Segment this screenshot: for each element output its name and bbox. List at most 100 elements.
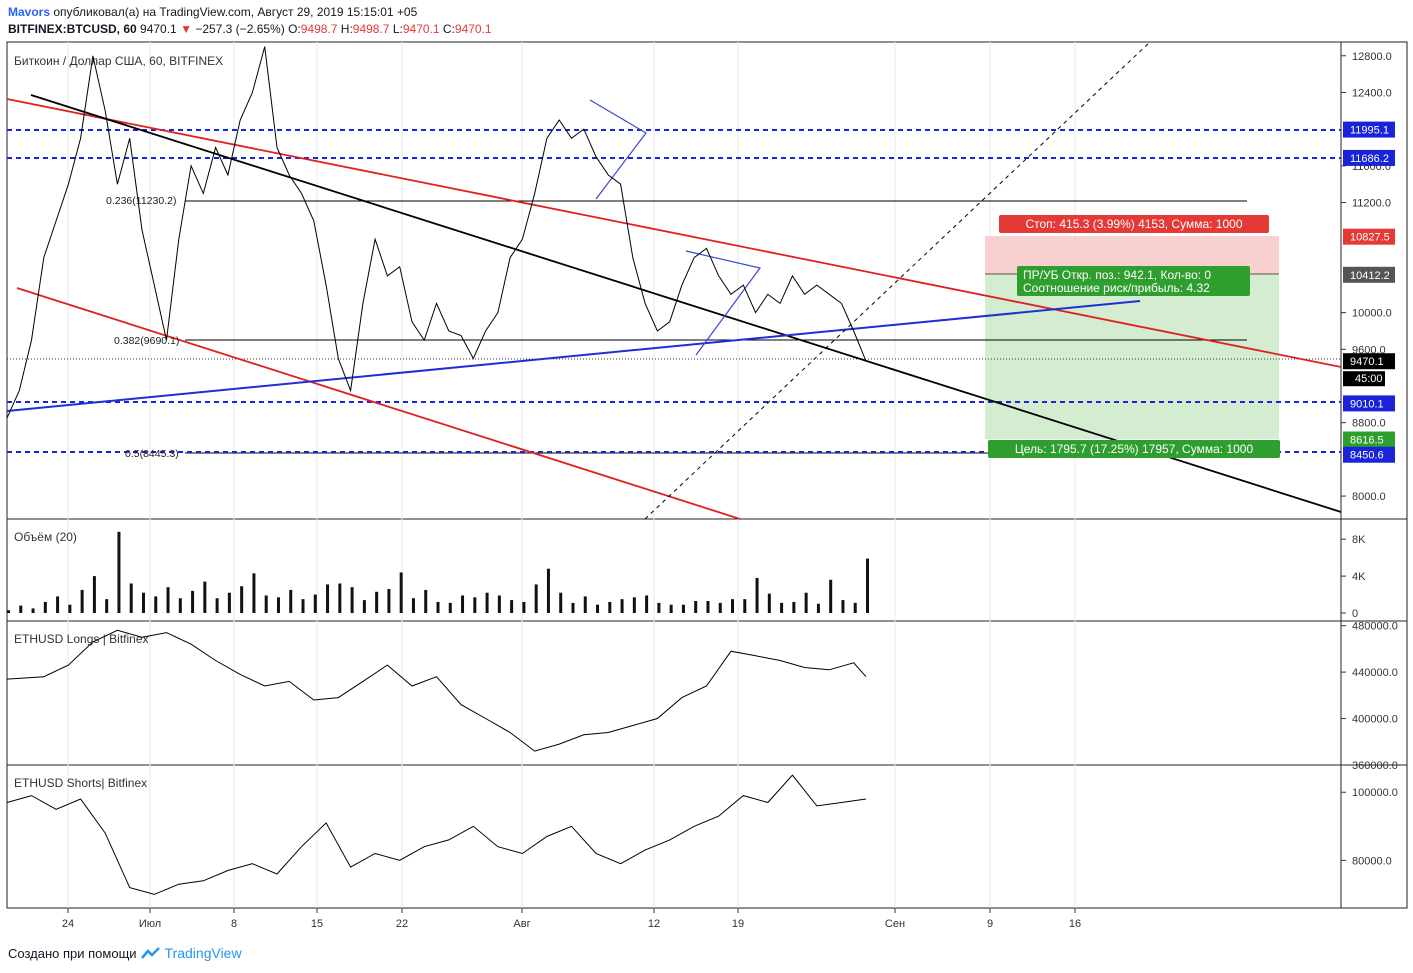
volume-bar — [620, 599, 624, 613]
volume-bar — [559, 592, 563, 613]
volume-bar — [694, 601, 698, 613]
price-tick-label: 11200.0 — [1352, 198, 1391, 210]
time-tick-label: Сен — [885, 918, 905, 930]
volume-bar — [350, 587, 354, 613]
dashed-trendline[interactable] — [644, 41, 1151, 520]
time-tick-label: 24 — [62, 918, 74, 930]
open-label: O: — [288, 22, 301, 36]
volume-bar — [375, 591, 379, 613]
volume-axis[interactable]: 8K 4K 0 — [1341, 534, 1366, 620]
volume-bar — [510, 600, 514, 613]
volume-bar — [473, 597, 477, 613]
shorts-pane-title: ETHUSD Shorts| Bitfinex — [14, 776, 147, 790]
high-value: 9498.7 — [352, 22, 390, 36]
volume-bar — [804, 592, 808, 613]
time-tick-label: 8 — [231, 918, 237, 930]
volume-bar — [743, 599, 747, 613]
volume-bar — [191, 590, 195, 613]
volume-bar — [718, 602, 722, 613]
time-tick-label: Июл — [139, 918, 161, 930]
author-link[interactable]: Mavors — [8, 5, 51, 19]
volume-bar — [681, 604, 685, 613]
volume-bar — [7, 610, 10, 613]
volume-pane-title: Объём (20) — [14, 530, 77, 544]
volume-tick-label: 0 — [1352, 608, 1358, 620]
close-value: 9470.1 — [454, 22, 492, 36]
stop-label-bg — [999, 215, 1269, 233]
target-label-bg — [988, 440, 1280, 458]
price-level-tag — [1343, 395, 1395, 412]
volume-bar — [313, 594, 317, 613]
high-label: H: — [340, 22, 353, 36]
low-value: 9470.1 — [402, 22, 440, 36]
volume-bar — [227, 592, 231, 613]
symbol-name[interactable]: BITFINEX:BTCUSD, 60 — [8, 22, 137, 36]
volume-bar — [436, 601, 440, 613]
price-level-tag — [1343, 353, 1395, 370]
down-arrow-icon: ▼ — [180, 22, 192, 36]
shorts-axis[interactable]: 100000.0 80000.0 — [1341, 787, 1398, 867]
price-level-label: 9470.1 — [1350, 356, 1384, 368]
price-level-tag — [1343, 431, 1395, 448]
fib-label: 0.236(11230.2) — [106, 195, 176, 207]
price-level-label: 9010.1 — [1350, 398, 1384, 410]
volume-bar — [780, 602, 784, 613]
price-level-tag — [1343, 149, 1395, 166]
countdown-tag — [1343, 371, 1385, 387]
volume-bar — [571, 602, 575, 613]
volume-bar — [80, 589, 84, 613]
red-channel-bottom[interactable] — [16, 287, 741, 520]
volume-bar — [68, 604, 72, 613]
volume-bar — [706, 601, 710, 613]
price-level-label: 11995.1 — [1350, 125, 1389, 137]
fib-label: 0.5(8445.3) — [125, 448, 179, 460]
blue-trendline[interactable] — [6, 300, 1141, 412]
volume-bar — [829, 579, 833, 613]
price-series — [6, 46, 867, 419]
time-axis[interactable]: 24 Июл 8 15 22 Авг 12 19 Сен 9 16 — [62, 908, 1081, 930]
tradingview-link[interactable]: TradingView — [164, 945, 242, 961]
price-level-label: 11686.2 — [1350, 153, 1389, 165]
longs-pane-title: ETHUSD Longs | Bitfinex — [14, 632, 149, 646]
price-change: −257.3 (−2.65%) — [195, 22, 285, 36]
volume-bar — [129, 583, 133, 613]
volume-bar — [583, 596, 587, 613]
chart-frame — [6, 41, 1408, 909]
volume-bar — [755, 577, 759, 613]
volume-bar — [485, 592, 489, 613]
volume-bar — [43, 601, 47, 613]
pnl-label-bg — [1017, 266, 1250, 296]
time-tick-label: 19 — [732, 918, 744, 930]
volume-bar — [338, 583, 342, 613]
volume-bar — [816, 603, 820, 613]
target-zone[interactable] — [985, 274, 1279, 439]
red-channel-top[interactable] — [6, 98, 1342, 368]
triangle-pattern[interactable] — [589, 99, 647, 200]
stop-label: Стоп: 415.3 (3.99%) 4153, Сумма: 1000 — [1025, 217, 1242, 231]
longs-axis[interactable]: 480000.0 440000.0 400000.0 360000.0 — [1341, 621, 1398, 772]
time-tick-label: Авг — [513, 918, 530, 930]
volume-bar — [387, 589, 391, 613]
volume-bar — [362, 600, 366, 613]
volume-bar — [608, 601, 612, 613]
volume-bar — [632, 597, 636, 613]
volume-tick-label: 8K — [1352, 534, 1366, 546]
published-text: опубликовал(а) на TradingView.com, Авгус… — [53, 5, 418, 19]
volume-bar — [399, 572, 403, 613]
symbol-legend: BITFINEX:BTCUSD, 60 9470.1 ▼ −257.3 (−2.… — [8, 22, 492, 36]
longs-tick-label: 360000.0 — [1352, 760, 1398, 772]
longs-series — [6, 629, 867, 752]
volume-bar — [792, 601, 796, 613]
longs-tick-label: 440000.0 — [1352, 667, 1398, 679]
volume-bar — [301, 599, 305, 613]
time-tick-label: 9 — [987, 918, 993, 930]
price-tick-label: 12800.0 — [1352, 51, 1392, 63]
volume-bar — [117, 531, 121, 613]
volume-bars — [7, 531, 869, 613]
volume-bar — [264, 595, 268, 613]
volume-bar — [596, 604, 600, 613]
longs-tick-label: 400000.0 — [1352, 714, 1398, 726]
volume-bar — [866, 558, 869, 613]
main-pane-title: Биткоин / Доллар США, 60, BITFINEX — [14, 54, 223, 68]
